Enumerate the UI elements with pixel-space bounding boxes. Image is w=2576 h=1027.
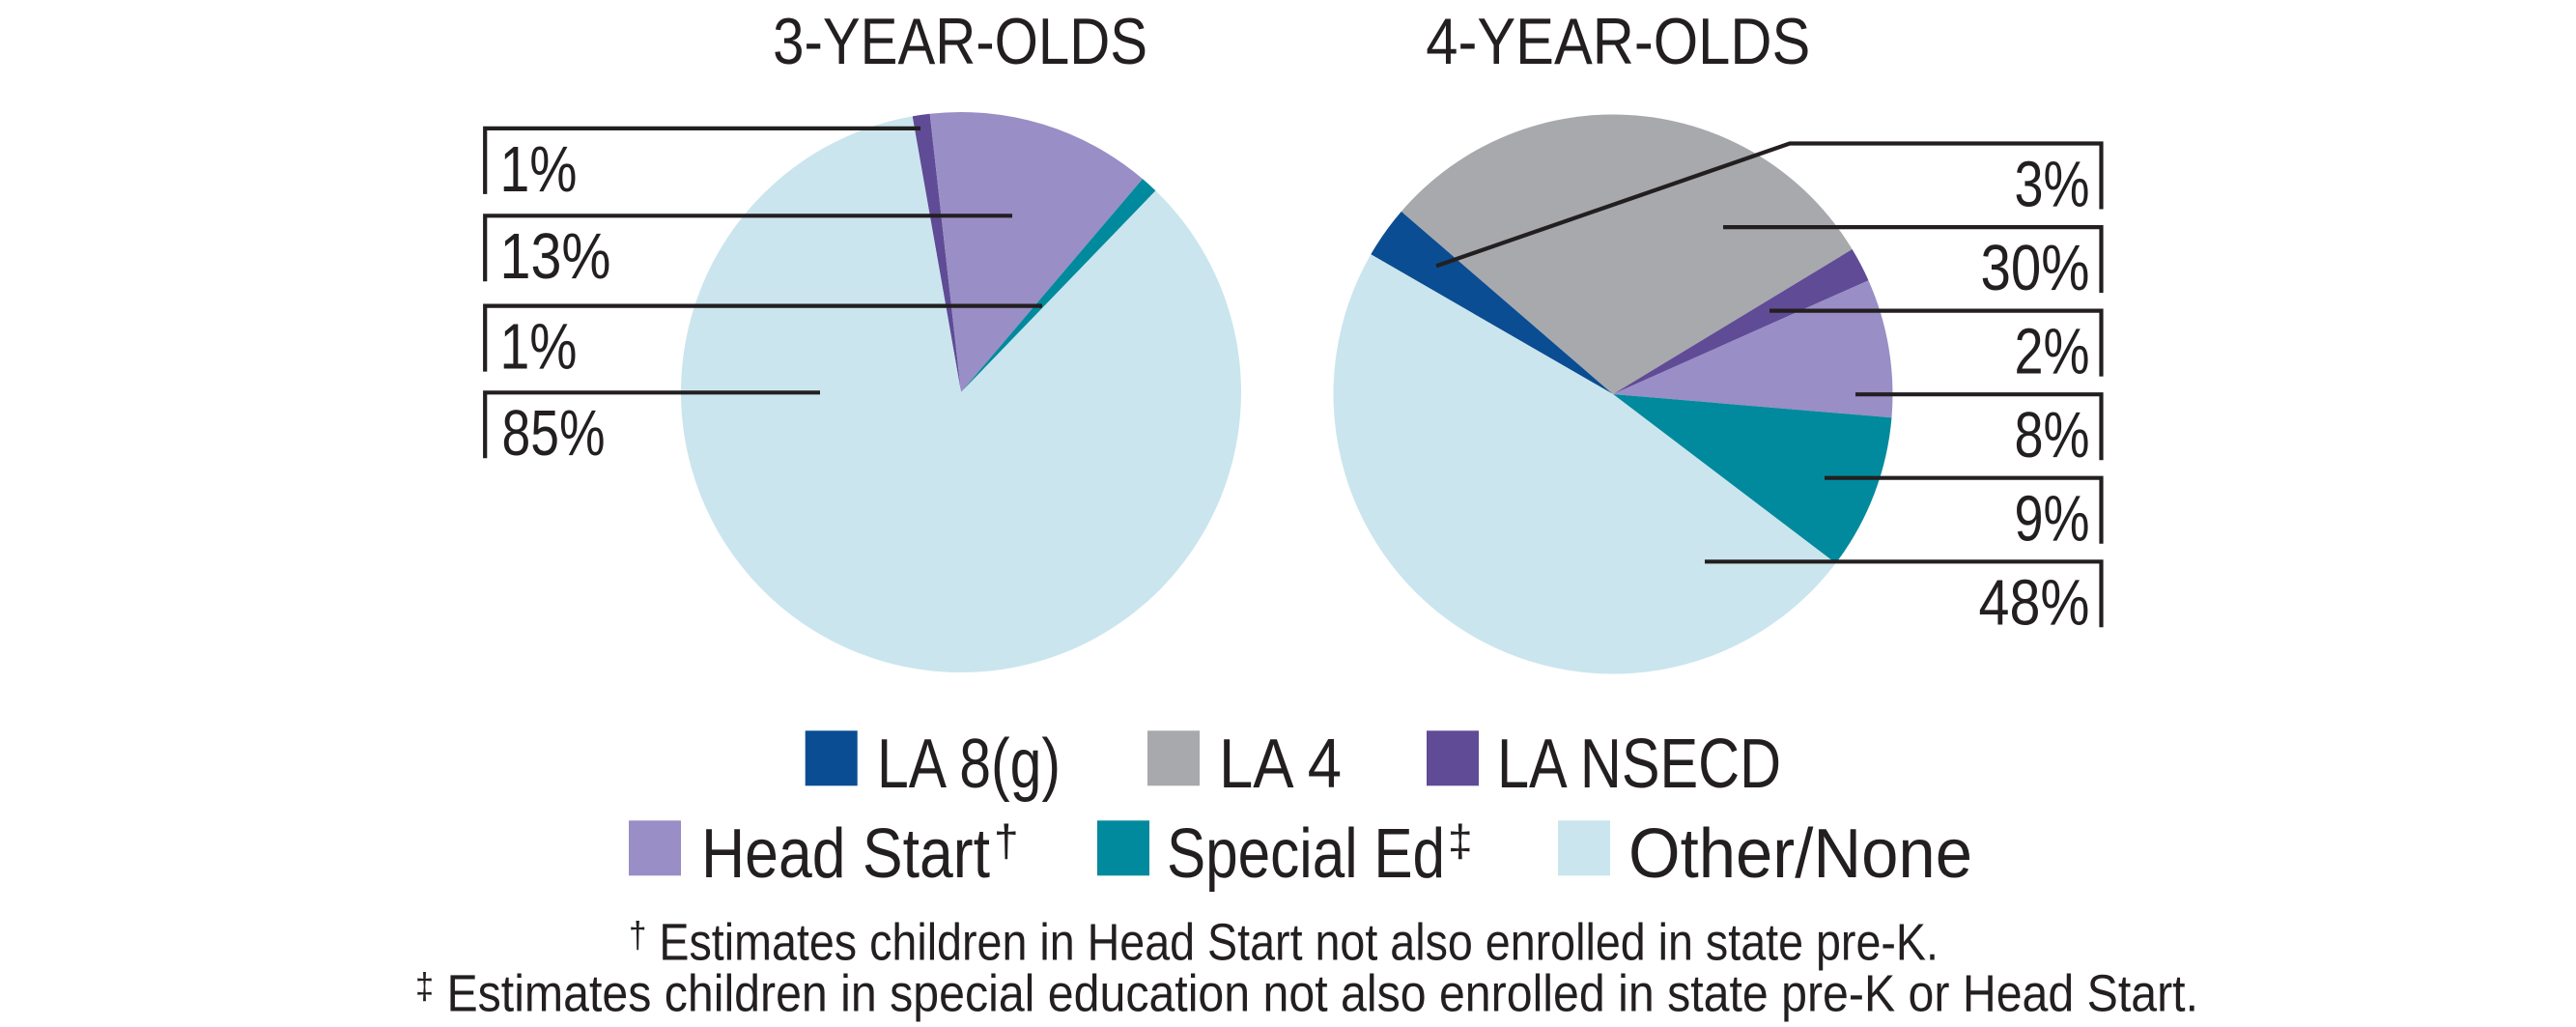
svg-text:13%: 13% (500, 220, 611, 293)
svg-text:‡: ‡ (1448, 815, 1473, 866)
svg-text:1%: 1% (500, 311, 578, 384)
svg-text:†: † (994, 815, 1019, 866)
svg-text:85%: 85% (502, 397, 606, 470)
svg-text:9%: 9% (2015, 483, 2090, 556)
svg-text:LA NSECD: LA NSECD (1497, 726, 1781, 803)
svg-text:2%: 2% (2015, 316, 2090, 388)
svg-text:3%: 3% (2015, 149, 2090, 221)
svg-text:Special Ed: Special Ed (1167, 815, 1445, 893)
svg-text:48%: 48% (1979, 566, 2090, 639)
svg-text:LA 4: LA 4 (1219, 726, 1342, 803)
svg-text:8%: 8% (2015, 399, 2090, 471)
svg-text:3-YEAR-OLDS: 3-YEAR-OLDS (773, 5, 1147, 78)
svg-text:† Estimates children in Head S: † Estimates children in Head Start not a… (629, 915, 1939, 972)
svg-text:Other/None: Other/None (1628, 815, 1972, 893)
svg-text:‡ Estimates children in specia: ‡ Estimates children in special educatio… (415, 966, 2198, 1023)
svg-text:1%: 1% (500, 133, 578, 206)
svg-text:4-YEAR-OLDS: 4-YEAR-OLDS (1426, 5, 1810, 78)
svg-text:30%: 30% (1981, 232, 2090, 304)
svg-text:LA 8(g): LA 8(g) (877, 726, 1061, 803)
svg-text:Head Start: Head Start (701, 815, 990, 893)
